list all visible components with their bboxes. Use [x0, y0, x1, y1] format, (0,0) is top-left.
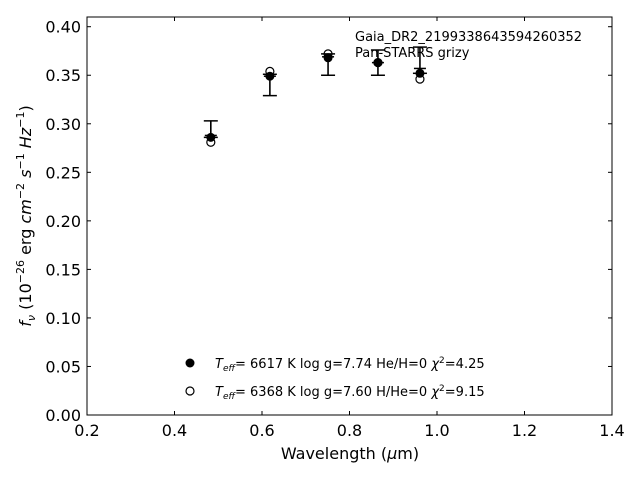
y-tick-label: 0.00 [45, 406, 81, 425]
filled-circle-point [415, 68, 425, 78]
y-axis-label: fν (10−26 erg cm−2 s−1 Hz−1) [14, 105, 38, 326]
legend-entry-1: Teff= 6617 K log g=7.74 He/H=0 χ2=4.25 [215, 356, 485, 374]
legend-marker-filled [185, 358, 195, 368]
filled-circle-point [265, 71, 275, 81]
y-tick-label: 0.20 [45, 212, 81, 231]
legend: Teff= 6617 K log g=7.74 He/H=0 χ2=4.25 T… [185, 356, 485, 402]
x-tick-label: 0.4 [162, 421, 187, 440]
x-tick-label: 0.8 [337, 421, 362, 440]
y-tick-label: 0.25 [45, 163, 81, 182]
filled-circle-point [323, 53, 333, 63]
x-tick-label: 1.4 [599, 421, 624, 440]
filled-circle-point [206, 132, 216, 142]
annotation-line-1: Gaia_DR2_2199338643594260352 [355, 30, 582, 45]
annotation-line-2: Pan-STARRS grizy [355, 46, 470, 61]
filled-circle-point [373, 58, 383, 68]
legend-entry-2: Teff= 6368 K log g=7.60 H/He=0 χ2=9.15 [215, 384, 485, 402]
legend-marker-open [185, 386, 195, 396]
y-tick-label: 0.35 [45, 66, 81, 85]
y-tick-label: 0.40 [45, 18, 81, 37]
plot-frame [86, 16, 613, 416]
x-tick-label: 0.6 [249, 421, 274, 440]
x-axis-label: Wavelength (μm) [281, 444, 419, 463]
x-tick-label: 1.0 [424, 421, 449, 440]
y-tick-label: 0.10 [45, 309, 81, 328]
x-tick-label: 0.2 [74, 421, 99, 440]
x-tick-label: 1.2 [512, 421, 537, 440]
y-tick-label: 0.15 [45, 260, 81, 279]
y-tick-label: 0.05 [45, 357, 81, 376]
y-tick-label: 0.30 [45, 115, 81, 134]
